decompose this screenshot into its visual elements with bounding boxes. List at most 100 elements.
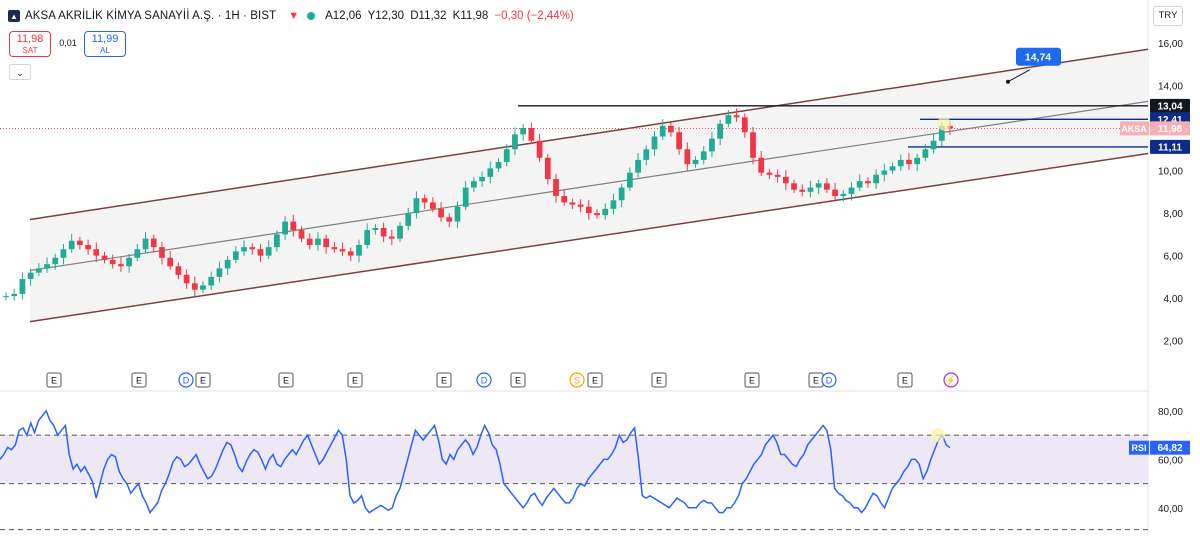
event-marker-label: E: [352, 376, 358, 386]
symbol-logo-icon: ▲: [8, 10, 20, 22]
price-tick-label: 10,00: [1158, 167, 1183, 178]
ohlc-low: D11,32: [410, 10, 447, 22]
candle-body: [553, 179, 559, 197]
candle-body: [159, 247, 165, 258]
candle-body: [150, 238, 157, 248]
event-marker-label: E: [813, 376, 819, 386]
candle-body: [782, 176, 789, 184]
event-marker-icon: [897, 372, 913, 388]
collapse-button[interactable]: ⌄: [9, 64, 31, 80]
channel-lower-line: [29, 152, 1149, 323]
event-marker-label: E: [902, 376, 908, 386]
event-marker-icon: [347, 372, 363, 388]
candle-body: [27, 272, 34, 280]
candle-body: [241, 247, 247, 252]
event-marker-label: E: [749, 376, 755, 386]
candle-body: [938, 125, 945, 141]
candle-body: [265, 247, 272, 256]
candle-body: [101, 255, 108, 260]
channel-mid-line: [29, 100, 1149, 272]
candle-body: [462, 187, 469, 207]
candle-body: [60, 249, 67, 258]
candle-body: [372, 227, 379, 231]
candle-body: [569, 202, 576, 205]
candle-body: [758, 157, 765, 173]
ohlc-high: Y12,30: [367, 10, 405, 22]
candle-body: [897, 159, 904, 167]
level-upper-label: 12,41: [1157, 115, 1182, 126]
event-marker-icon: [178, 372, 194, 388]
buy-price: 11,99: [91, 33, 119, 45]
event-marker-icon: [436, 372, 452, 388]
candle-body: [815, 183, 822, 188]
candle-body: [914, 157, 921, 165]
candle-body: [134, 249, 141, 258]
candle-body: [840, 193, 847, 197]
symbol-tag-box: [1120, 121, 1149, 136]
candle-body: [561, 196, 568, 203]
candle-body: [298, 230, 305, 239]
event-marker-icon: [651, 372, 667, 388]
level-lower-label-box: [1150, 139, 1190, 154]
buy-button[interactable]: 11,99 AL: [84, 31, 126, 57]
candle-body: [799, 189, 806, 192]
candle-body: [364, 230, 371, 245]
rsi-tick-label: 80,00: [1158, 407, 1183, 418]
candle-body: [331, 247, 338, 250]
event-marker-icon: [943, 372, 959, 388]
flag-icon[interactable]: ▼: [288, 10, 300, 22]
candle-body: [503, 149, 510, 163]
candle-body: [274, 234, 280, 248]
candle-body: [347, 251, 354, 256]
candle-body: [200, 285, 206, 290]
channel-upper-line: [29, 48, 1149, 221]
symbol-tag-label: AKSA: [1121, 124, 1147, 134]
last-price-label: 11,98: [1158, 124, 1183, 135]
last-price-label-box: [1150, 121, 1190, 136]
rsi-value-box: [1150, 440, 1190, 455]
event-marker-icon: [46, 372, 62, 388]
rsi-tick-label: 60,00: [1158, 455, 1183, 466]
candle-body: [668, 125, 674, 133]
target-box: [1016, 47, 1061, 66]
candle-body: [922, 149, 929, 158]
candle-body: [906, 159, 912, 165]
event-marker-label: E: [515, 376, 521, 386]
rsi-tick-label: 40,00: [1158, 504, 1183, 515]
candle-body: [11, 293, 18, 297]
candle-body: [626, 172, 633, 188]
candle-body: [865, 181, 871, 184]
event-marker-label: E: [283, 376, 289, 386]
candle-body: [774, 174, 781, 177]
candle-body: [512, 134, 518, 150]
currency-selector[interactable]: TRY: [1153, 6, 1183, 26]
candle-body: [585, 206, 592, 214]
candle-body: [438, 208, 444, 218]
price-tick-label: 4,00: [1164, 294, 1184, 305]
event-marker-label: E: [200, 376, 206, 386]
level-lower-label: 11,11: [1158, 142, 1182, 153]
candle-body: [109, 259, 116, 265]
event-marker-label: S: [574, 376, 580, 386]
event-marker-label: E: [441, 376, 447, 386]
candle-body: [405, 213, 412, 226]
price-tick-label: 2,00: [1164, 337, 1184, 348]
symbol-title[interactable]: AKSA AKRİLİK KİMYA SANAYİİ A.Ş. · 1H · B…: [25, 10, 277, 22]
event-marker-label: E: [656, 376, 662, 386]
event-marker-label: D: [826, 376, 833, 386]
ohlc-change: −0,30 (−2,44%): [494, 10, 574, 22]
candle-body: [471, 181, 477, 188]
candle-body: [823, 183, 830, 190]
candle-body: [528, 127, 535, 141]
candle-body: [257, 249, 264, 256]
sell-button[interactable]: 11,98 SAT: [9, 31, 51, 57]
candle-body: [520, 127, 527, 135]
event-marker-icon: [195, 372, 211, 388]
rsi-highlight-marker: [931, 428, 945, 443]
candle-body: [659, 125, 666, 137]
candle-body: [77, 240, 83, 245]
candle-body: [191, 283, 198, 290]
event-marker-icon: [587, 372, 603, 388]
price-tick-label: 16,00: [1158, 39, 1183, 50]
